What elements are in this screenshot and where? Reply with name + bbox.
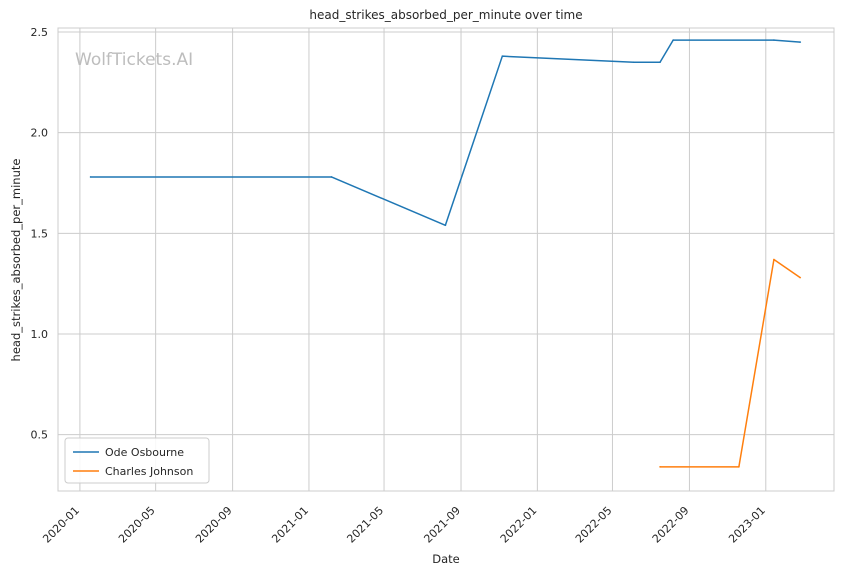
chart-title: head_strikes_absorbed_per_minute over ti… — [309, 8, 582, 22]
data-point — [89, 176, 92, 178]
data-point — [773, 258, 775, 261]
data-point — [632, 61, 635, 64]
legend: Ode Osbourne Charles Johnson — [64, 437, 210, 484]
legend-label-charles-johnson: Charles Johnson — [105, 465, 193, 478]
y-axis-ticks: 0.5 1.0 1.5 2.0 2.5 — [31, 26, 49, 442]
y-tick-label: 2.0 — [31, 127, 49, 140]
legend-label-ode-osbourne: Ode Osbourne — [105, 446, 184, 459]
watermark-text: WolfTickets.AI — [75, 50, 193, 70]
legend-box — [64, 437, 210, 484]
y-tick-label: 1.0 — [31, 328, 49, 341]
plot-area-frame — [57, 27, 835, 492]
data-point — [659, 466, 661, 468]
data-point — [444, 224, 447, 227]
data-point — [672, 39, 674, 41]
y-axis-title: head_strikes_absorbed_per_minute — [9, 159, 23, 362]
data-point — [659, 61, 661, 64]
data-point — [330, 176, 333, 178]
y-tick-label: 0.5 — [31, 429, 49, 442]
series-charles-johnson — [659, 258, 802, 468]
y-tick-label: 2.5 — [31, 26, 49, 39]
y-tick-label: 1.5 — [31, 227, 49, 240]
series-line-charles-johnson — [660, 258, 801, 468]
data-point — [799, 276, 802, 279]
data-point — [738, 466, 740, 468]
grid-lines — [58, 28, 834, 491]
data-point — [799, 41, 802, 43]
x-axis-title: Date — [432, 552, 460, 566]
data-point — [501, 55, 504, 57]
series-layer — [89, 39, 802, 468]
data-point — [773, 39, 775, 41]
series-ode-osbourne — [89, 39, 802, 227]
